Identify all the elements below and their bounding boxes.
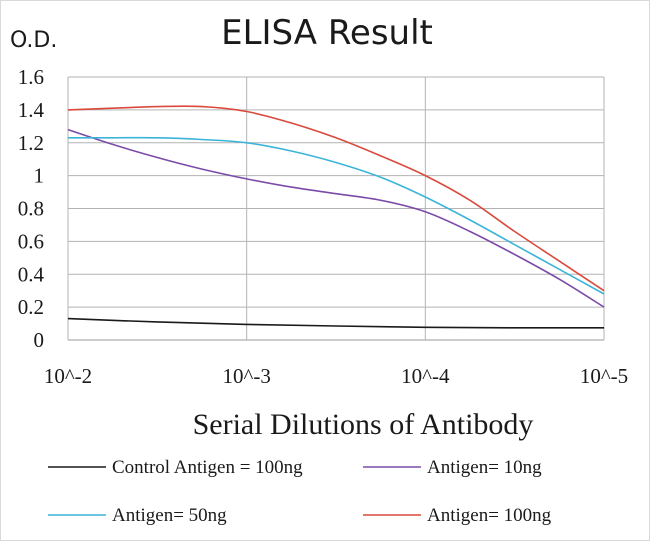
y-axis-label: O.D. — [10, 28, 57, 53]
series-line-3 — [68, 136, 605, 295]
x-tick-label: 10^-5 — [580, 364, 628, 388]
y-tick-label: 1.4 — [18, 98, 45, 122]
legend-label-3: Antigen= 50ng — [112, 505, 227, 526]
y-tick-label: 0.6 — [18, 229, 44, 253]
x-axis-label: Serial Dilutions of Antibody — [193, 408, 534, 441]
x-tick-label: 10^-3 — [222, 364, 270, 388]
y-tick-label: 0.4 — [18, 262, 45, 286]
y-tick-label: 0.2 — [18, 295, 44, 319]
y-tick-label: 0 — [34, 328, 45, 352]
legend-label-2: Antigen= 10ng — [427, 457, 542, 478]
y-tick-label: 1 — [34, 164, 45, 188]
grid-lines — [67, 76, 605, 341]
chart-title: ELISA Result — [221, 13, 433, 53]
legend-label-4: Antigen= 100ng — [427, 505, 552, 526]
legend: Control Antigen = 100ng Antigen= 10ng Anti… — [48, 457, 552, 526]
series-line-1 — [67, 317, 605, 329]
x-tick-labels: 10^-2 10^-3 10^-4 10^-5 — [44, 364, 628, 388]
x-tick-label: 10^-4 — [401, 364, 450, 388]
y-tick-label: 1.6 — [18, 65, 44, 89]
y-tick-label: 1.2 — [18, 131, 44, 155]
y-tick-labels: 0 0.2 0.4 0.6 0.8 1 1.2 1.4 1.6 — [18, 65, 45, 352]
series-line-4 — [67, 105, 605, 292]
series-line-2 — [67, 128, 605, 308]
series-lines — [67, 105, 605, 329]
legend-label-1: Control Antigen = 100ng — [112, 457, 303, 478]
y-tick-label: 0.8 — [18, 197, 44, 221]
x-tick-label: 10^-2 — [44, 364, 92, 388]
